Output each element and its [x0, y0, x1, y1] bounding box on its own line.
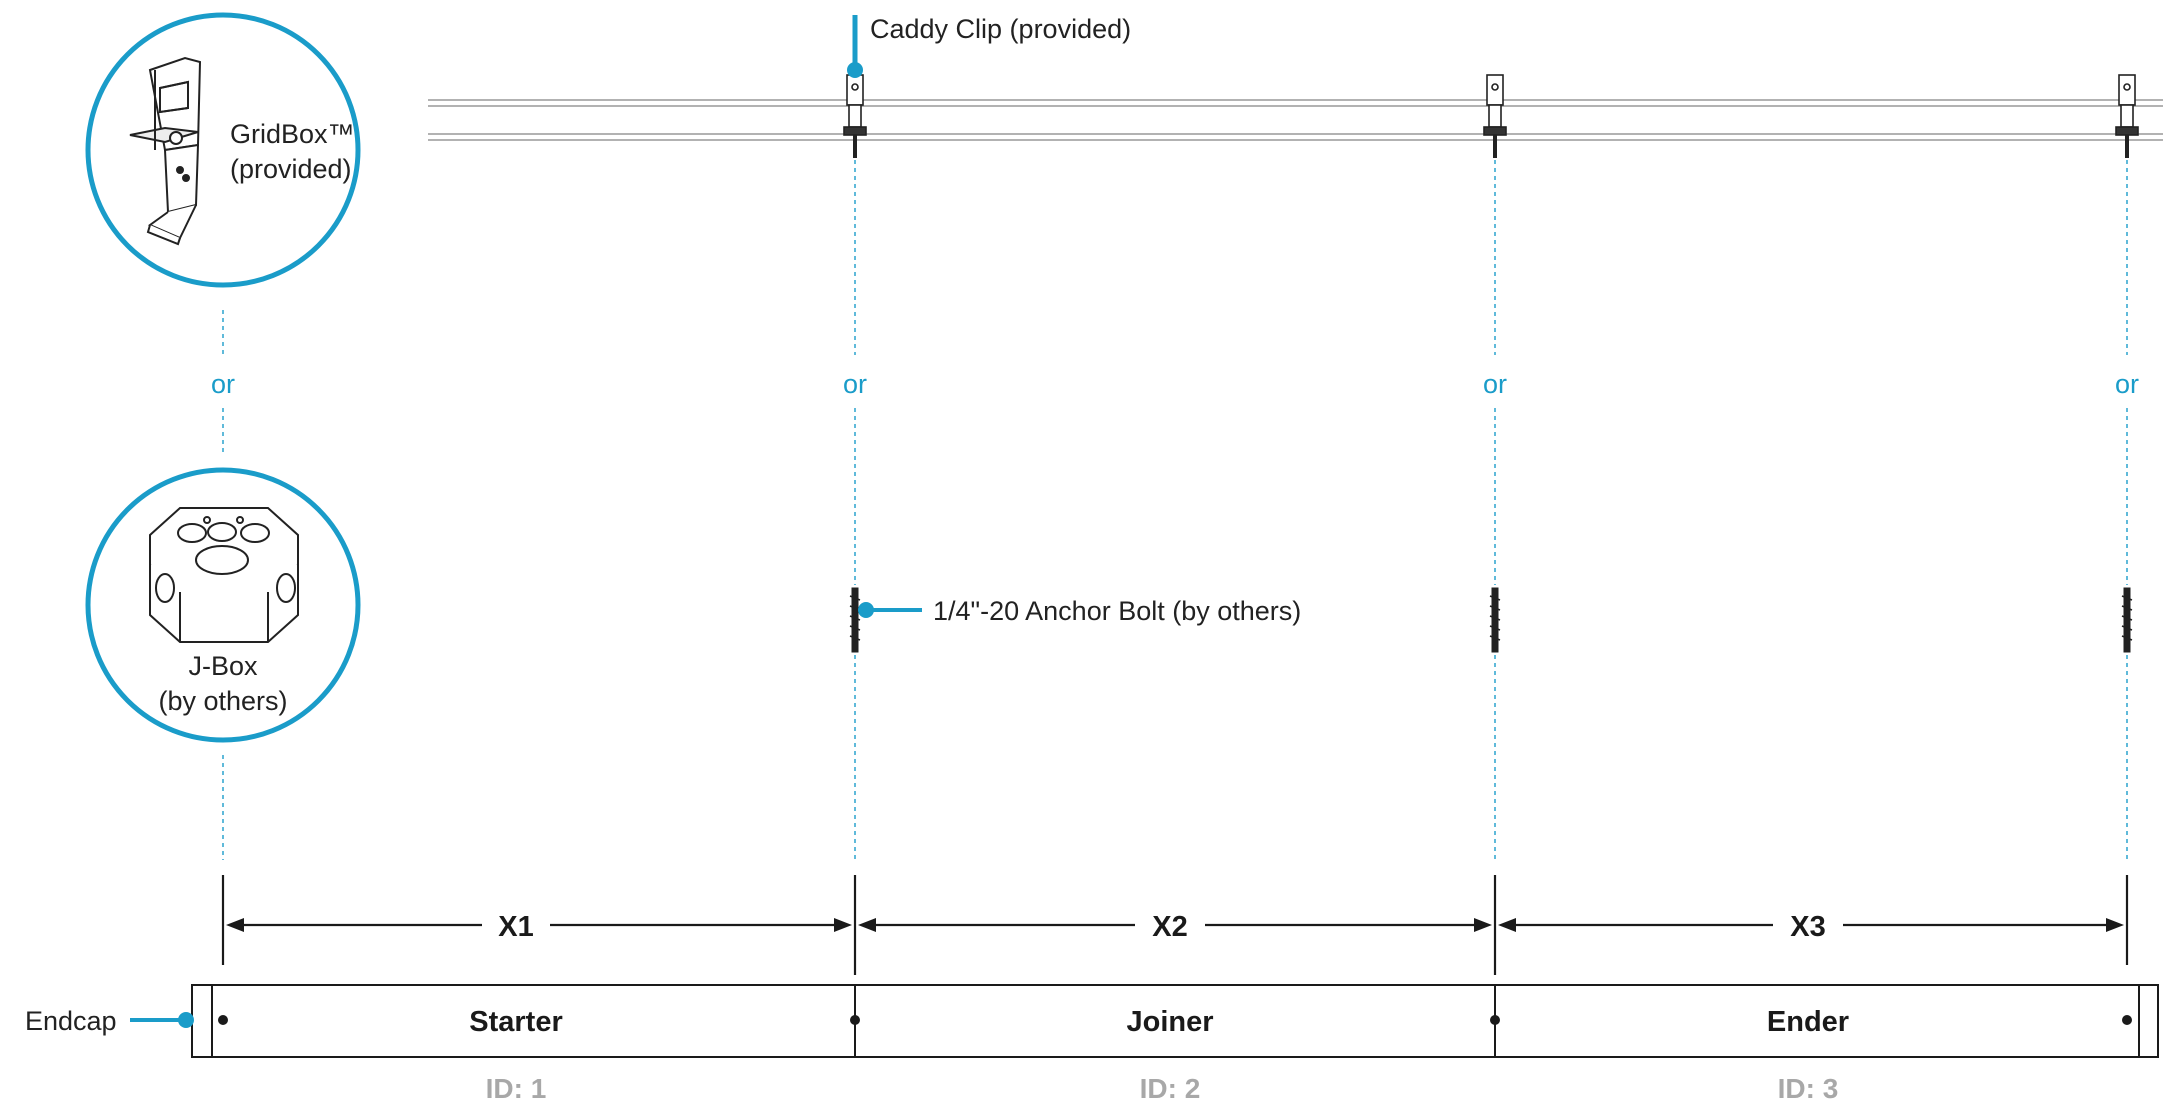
caddy-clip-icon: [1483, 74, 1507, 158]
jbox-label-line1: J-Box: [188, 651, 258, 681]
segment-ender-label: Ender: [1767, 1006, 1849, 1038]
or-label-3: or: [1483, 369, 1507, 399]
fixture-bar: [191, 984, 2159, 1058]
dimension-x1: X1: [498, 911, 533, 943]
dimension-lines: [221, 875, 2129, 975]
dashed-guide-lines: [222, 160, 2128, 860]
caddy-clip-callout: Caddy Clip (provided): [847, 14, 1131, 78]
caddy-clip-icon: [843, 74, 867, 158]
caddy-clip-icon: [2115, 74, 2139, 158]
gridbox-label-line2: (provided): [230, 154, 352, 184]
jbox-callout: J-Box (by others): [85, 467, 361, 743]
anchor-bolt-icon: [1489, 587, 1501, 653]
dimension-x2: X2: [1152, 911, 1187, 943]
segment-joiner-id: ID: 2: [1140, 1073, 1201, 1100]
endcap-label: Endcap: [25, 1006, 117, 1036]
segment-starter-label: Starter: [469, 1006, 563, 1038]
endcap-callout: Endcap: [25, 1006, 194, 1036]
segment-joiner-label: Joiner: [1126, 1006, 1213, 1038]
anchor-bolt-label: 1/4"-20 Anchor Bolt (by others): [933, 596, 1301, 626]
caddy-clips: [843, 74, 2139, 158]
segment-starter-id: ID: 1: [486, 1073, 547, 1100]
anchor-bolt-icon: [2121, 587, 2133, 653]
or-label-1: or: [211, 369, 235, 399]
gridbox-bracket-icon: [129, 56, 202, 246]
segment-ender-id: ID: 3: [1778, 1073, 1839, 1100]
ceiling-grid-rails: [428, 99, 2163, 141]
gridbox-callout: GridBox™ (provided): [85, 12, 361, 288]
or-label-4: or: [2115, 369, 2139, 399]
jbox-label-line2: (by others): [158, 686, 287, 716]
caddy-clip-label: Caddy Clip (provided): [870, 14, 1131, 44]
dimension-x3: X3: [1790, 911, 1825, 943]
anchor-bolt-callout: 1/4"-20 Anchor Bolt (by others): [858, 596, 1301, 626]
or-label-2: or: [843, 369, 867, 399]
anchor-bolts: [849, 587, 2133, 653]
octagonal-junction-box-icon: [149, 507, 299, 643]
gridbox-label-line1: GridBox™: [230, 119, 355, 149]
anchor-bolt-icon: [849, 587, 861, 653]
